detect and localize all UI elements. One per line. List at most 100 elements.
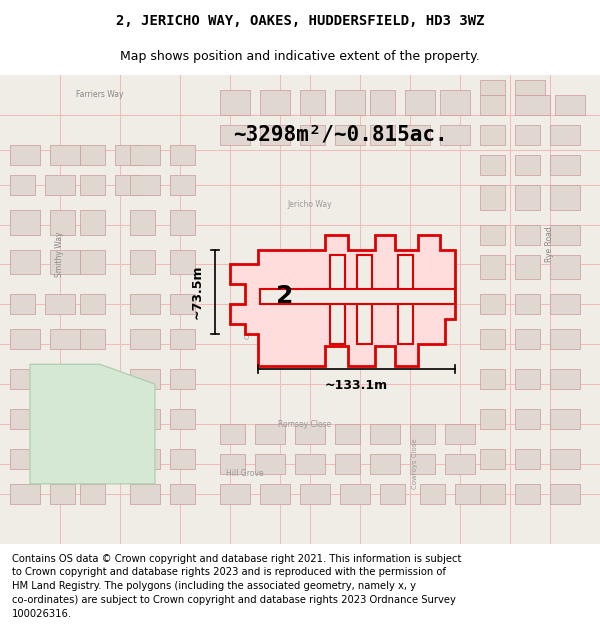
Bar bbox=[555, 95, 585, 115]
Bar bbox=[550, 449, 580, 469]
Bar bbox=[370, 90, 395, 115]
Bar bbox=[480, 369, 505, 389]
Bar bbox=[10, 484, 40, 504]
Bar bbox=[50, 249, 80, 274]
Bar bbox=[515, 185, 540, 209]
Polygon shape bbox=[260, 289, 455, 304]
Bar bbox=[515, 294, 540, 314]
Bar bbox=[445, 424, 475, 444]
Bar bbox=[440, 125, 470, 145]
Bar bbox=[480, 254, 505, 279]
Bar bbox=[130, 409, 160, 429]
Bar bbox=[170, 449, 195, 469]
Bar bbox=[170, 484, 195, 504]
Text: ~3298m²/~0.815ac.: ~3298m²/~0.815ac. bbox=[233, 125, 448, 145]
Bar bbox=[170, 409, 195, 429]
Bar bbox=[300, 90, 325, 115]
Bar bbox=[220, 484, 250, 504]
Bar bbox=[515, 125, 540, 145]
Bar bbox=[50, 209, 75, 234]
Bar bbox=[480, 484, 505, 504]
Polygon shape bbox=[30, 364, 155, 484]
Text: ~133.1m: ~133.1m bbox=[325, 379, 388, 392]
Bar bbox=[130, 369, 160, 389]
Bar bbox=[370, 424, 400, 444]
Bar bbox=[10, 369, 35, 389]
Bar bbox=[130, 294, 160, 314]
Bar bbox=[45, 369, 75, 389]
Text: 2, JERICHO WAY, OAKES, HUDDERSFIELD, HD3 3WZ: 2, JERICHO WAY, OAKES, HUDDERSFIELD, HD3… bbox=[116, 14, 484, 28]
Bar bbox=[335, 454, 360, 474]
Text: Farriers Way: Farriers Way bbox=[76, 91, 124, 99]
Bar bbox=[550, 155, 580, 175]
Bar bbox=[45, 175, 75, 194]
Bar bbox=[80, 294, 105, 314]
Bar bbox=[130, 175, 160, 194]
Bar bbox=[170, 145, 195, 165]
Bar bbox=[80, 409, 105, 429]
Bar bbox=[370, 125, 395, 145]
Polygon shape bbox=[357, 254, 372, 344]
Bar bbox=[550, 409, 580, 429]
Bar bbox=[300, 484, 330, 504]
Bar bbox=[50, 145, 80, 165]
Bar bbox=[80, 329, 105, 349]
Text: Map shows position and indicative extent of the property.: Map shows position and indicative extent… bbox=[120, 50, 480, 62]
Bar bbox=[335, 90, 365, 115]
Bar bbox=[480, 185, 505, 209]
Bar bbox=[455, 484, 480, 504]
Bar bbox=[10, 329, 40, 349]
Bar bbox=[50, 329, 80, 349]
Bar bbox=[170, 369, 195, 389]
Bar bbox=[10, 249, 40, 274]
Bar bbox=[515, 254, 540, 279]
Text: HM Land Registry. The polygons (including the associated geometry, namely x, y: HM Land Registry. The polygons (includin… bbox=[12, 581, 416, 591]
Bar bbox=[80, 369, 105, 389]
Bar bbox=[515, 224, 540, 244]
Bar bbox=[550, 484, 580, 504]
Bar bbox=[550, 329, 580, 349]
Text: Contains OS data © Crown copyright and database right 2021. This information is : Contains OS data © Crown copyright and d… bbox=[12, 554, 461, 564]
Bar bbox=[80, 209, 105, 234]
Polygon shape bbox=[230, 234, 455, 366]
Bar bbox=[10, 409, 40, 429]
Bar bbox=[80, 449, 105, 469]
Bar bbox=[515, 369, 540, 389]
Bar bbox=[515, 484, 540, 504]
Bar bbox=[335, 424, 360, 444]
Bar bbox=[220, 90, 250, 115]
Bar bbox=[550, 185, 580, 209]
Bar bbox=[80, 175, 105, 194]
Bar bbox=[115, 175, 140, 194]
Text: Romsey Close: Romsey Close bbox=[278, 419, 332, 429]
Bar bbox=[80, 145, 105, 165]
Bar bbox=[480, 125, 505, 145]
Bar bbox=[445, 454, 475, 474]
Bar bbox=[515, 409, 540, 429]
Bar bbox=[10, 209, 40, 234]
Bar bbox=[170, 249, 195, 274]
Text: 2: 2 bbox=[277, 284, 293, 308]
Bar bbox=[220, 424, 245, 444]
Bar bbox=[340, 484, 370, 504]
Bar bbox=[220, 454, 245, 474]
Bar bbox=[10, 145, 40, 165]
Bar bbox=[515, 95, 550, 115]
Bar bbox=[550, 294, 580, 314]
Bar bbox=[480, 409, 505, 429]
Bar bbox=[170, 209, 195, 234]
Text: Jericho Way: Jericho Way bbox=[287, 200, 332, 209]
Bar bbox=[370, 454, 400, 474]
Text: 100026316.: 100026316. bbox=[12, 609, 72, 619]
Bar bbox=[170, 294, 195, 314]
Polygon shape bbox=[330, 254, 345, 344]
Bar bbox=[255, 424, 285, 444]
Bar bbox=[50, 449, 80, 469]
Bar bbox=[220, 125, 250, 145]
Text: Crosland Road: Crosland Road bbox=[245, 289, 251, 339]
Bar bbox=[10, 175, 35, 194]
Bar bbox=[260, 90, 290, 115]
Bar bbox=[515, 155, 540, 175]
Bar bbox=[130, 329, 160, 349]
Bar bbox=[440, 90, 470, 115]
